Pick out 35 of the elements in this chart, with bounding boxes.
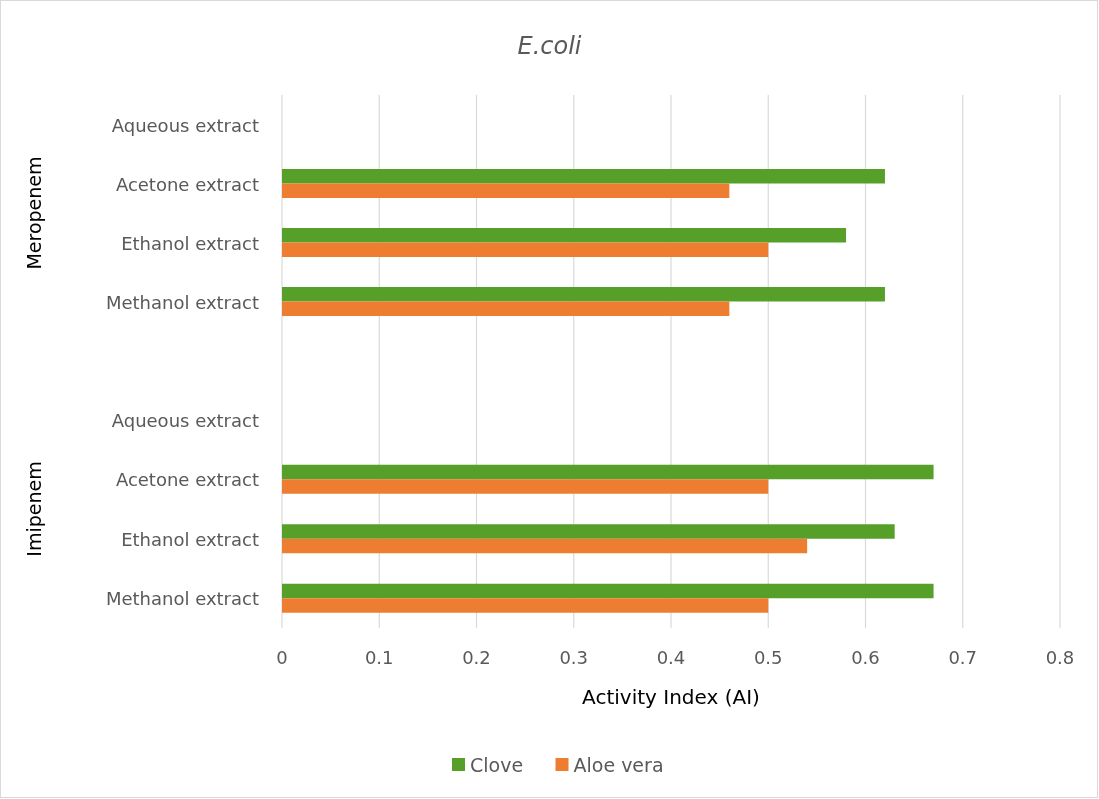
bar: [282, 583, 934, 599]
y-tick-label: Acetone extract: [115, 469, 259, 491]
x-axis-title: Activity Index (AI): [582, 685, 760, 709]
bar: [282, 169, 885, 184]
bar: [282, 301, 730, 316]
y-axis-title: Meropenem: [23, 156, 45, 270]
bar: [282, 287, 885, 302]
y-tick-label: Ethanol extract: [121, 232, 259, 254]
y-tick-label: Aqueous extract: [111, 409, 259, 431]
bar: [282, 183, 730, 198]
y-tick-label: Ethanol extract: [121, 528, 259, 550]
y-tick-label: Aqueous extract: [111, 114, 259, 136]
chart-title: E.coli: [517, 32, 582, 60]
x-tick-label: 0.7: [948, 647, 978, 668]
bar: [282, 598, 769, 613]
legend-label: Clove: [470, 754, 524, 776]
y-tick-label: Methanol extract: [105, 291, 259, 313]
bar: [282, 538, 808, 554]
x-tick-label: 0.2: [462, 647, 491, 668]
bar: [282, 242, 769, 257]
x-tick-label: 0.6: [851, 647, 880, 668]
bar: [282, 464, 934, 480]
x-tick-label: 0.1: [364, 647, 394, 668]
y-axis-title: Imipenem: [23, 461, 45, 557]
x-tick-label: 0.5: [753, 647, 783, 668]
y-tick-label: Methanol extract: [105, 588, 259, 610]
x-tick-label: 0.3: [559, 647, 589, 668]
x-tick-label: 0.4: [656, 647, 686, 668]
x-tick-label: 0.8: [1045, 647, 1075, 668]
bar: [282, 479, 769, 494]
bar: [282, 228, 847, 243]
bar: [282, 524, 895, 539]
legend-label: Aloe vera: [573, 754, 664, 776]
y-tick-label: Acetone extract: [115, 173, 259, 195]
x-tick-label: 0: [276, 647, 288, 668]
